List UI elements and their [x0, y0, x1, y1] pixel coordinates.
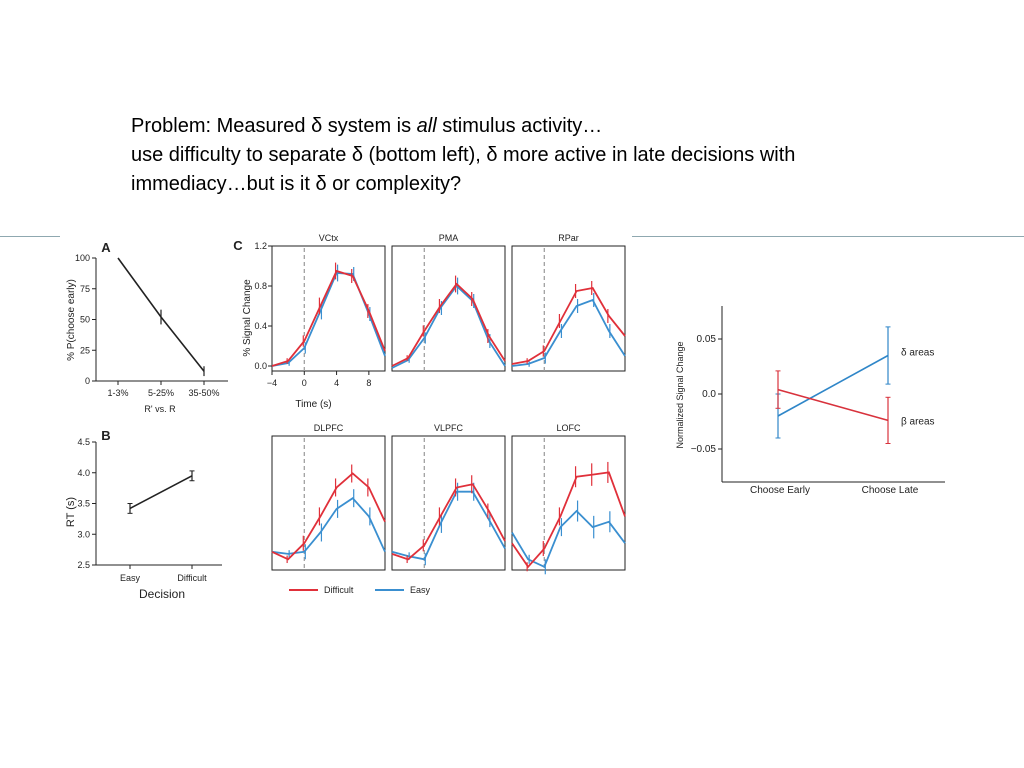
panel-c-easy-line: [511, 509, 626, 569]
panel-b-ytick-label: 4.5: [77, 437, 90, 447]
panel-a-xlabel: R' vs. R: [144, 404, 176, 414]
title-line-1-text: Problem: Measured δ system is: [131, 115, 417, 137]
title-line-2: use difficulty to separate δ (bottom lef…: [131, 144, 796, 166]
panel-b-xlabel: Decision: [139, 587, 185, 601]
panel-a-ytick-label: 100: [75, 253, 90, 263]
panel-c-subplot-title: DLPFC: [314, 423, 344, 433]
panel-d-series-line: [777, 388, 889, 422]
panel-c-letter: C: [233, 238, 243, 253]
panel-c-subplot-title: LOFC: [556, 423, 581, 433]
panel-d-series-label: δ areas: [901, 348, 934, 359]
panel-c-easy-line: [511, 298, 626, 367]
panel-a-ytick-label: 25: [80, 345, 90, 355]
panel-d-ytick-label: 0.05: [697, 334, 717, 345]
panel-b-line: [129, 475, 193, 510]
panel-c-ylabel: % Signal Change: [242, 279, 253, 357]
panel-d-series-label: β areas: [901, 416, 935, 427]
panel-c-xtick-label: 8: [366, 378, 371, 388]
panel-b-ytick-label: 3.0: [77, 529, 90, 539]
slide-title: Problem: Measured δ system is all stimul…: [131, 112, 1011, 199]
panel-c-xtick-label: −4: [267, 378, 277, 388]
panel-d-ytick-label: −0.05: [691, 444, 717, 455]
panel-c-ytick-label: 0.0: [254, 361, 267, 371]
panel-d-ylabel: Normalized Signal Change: [675, 341, 685, 448]
panel-a-xtick-label: 35-50%: [188, 388, 219, 398]
panel-c-subplot-frame: [391, 435, 506, 571]
panel-d-xtick-label: Choose Late: [862, 485, 919, 496]
panel-d-ytick-label: 0.0: [702, 389, 716, 400]
panel-c-xtick-label: 0: [302, 378, 307, 388]
panel-a-ytick-label: 0: [85, 376, 90, 386]
panel-c-subplot-frame: [511, 245, 626, 372]
panel-c-easy-line: [391, 284, 506, 369]
panel-d-series-line: [777, 354, 889, 417]
panel-a-ytick-label: 50: [80, 315, 90, 325]
panel-c-difficult-line: [511, 471, 626, 569]
panel-a-ytick-label: 75: [80, 284, 90, 294]
panel-b-xtick-label: Easy: [120, 573, 141, 583]
panel-d-xtick-label: Choose Early: [750, 485, 810, 496]
panel-c-subplot-title: RPar: [558, 233, 579, 243]
divider-left: [0, 236, 60, 237]
panel-a-xtick-label: 1-3%: [107, 388, 128, 398]
title-line-3: immediacy…but is it δ or complexity?: [131, 173, 462, 195]
panel-c-difficult-line: [391, 282, 506, 367]
title-line-1: Problem: Measured δ system is all stimul…: [131, 112, 1011, 141]
panel-c-subplot-title: VCtx: [319, 233, 339, 243]
panel-c-subplot-frame: [271, 435, 386, 571]
panel-a-letter: A: [101, 240, 111, 255]
title-line-1-emphasis: all: [416, 115, 437, 137]
panel-c-difficult-line: [271, 269, 386, 367]
panel-b-ytick-label: 2.5: [77, 560, 90, 570]
panel-c-subplot-title: PMA: [439, 233, 459, 243]
panel-c-difficult-line: [271, 472, 386, 561]
panel-b-letter: B: [101, 428, 110, 443]
panel-c-subplot-frame: [271, 245, 386, 372]
panel-b-ytick-label: 3.5: [77, 499, 90, 509]
panel-a-xtick-label: 5-25%: [148, 388, 174, 398]
divider-right: [632, 236, 1024, 237]
panel-c-subplot-frame: [511, 435, 626, 571]
title-line-1-tail: stimulus activity…: [436, 115, 603, 137]
panel-c-subplot-title: VLPFC: [434, 423, 464, 433]
panel-c-difficult-line: [391, 483, 506, 561]
panel-c-ytick-label: 0.8: [254, 281, 267, 291]
panel-c-xlabel: Time (s): [295, 399, 331, 410]
panel-c-ytick-label: 0.4: [254, 321, 267, 331]
panel-b-ylabel: RT (s): [65, 497, 77, 527]
panel-b-ytick-label: 4.0: [77, 468, 90, 478]
panel-c-difficult-line: [511, 286, 626, 365]
panel-c-easy-line: [271, 272, 386, 367]
legend-difficult-label: Difficult: [324, 585, 354, 595]
panel-c-ytick-label: 1.2: [254, 241, 267, 251]
panel-c-subplot-frame: [391, 245, 506, 372]
panel-c-easy-line: [271, 497, 386, 555]
panel-c-xtick-label: 4: [334, 378, 339, 388]
panel-b-xtick-label: Difficult: [177, 573, 207, 583]
legend-easy-label: Easy: [410, 585, 431, 595]
panel-a-ylabel: % P(choose early): [66, 279, 77, 361]
